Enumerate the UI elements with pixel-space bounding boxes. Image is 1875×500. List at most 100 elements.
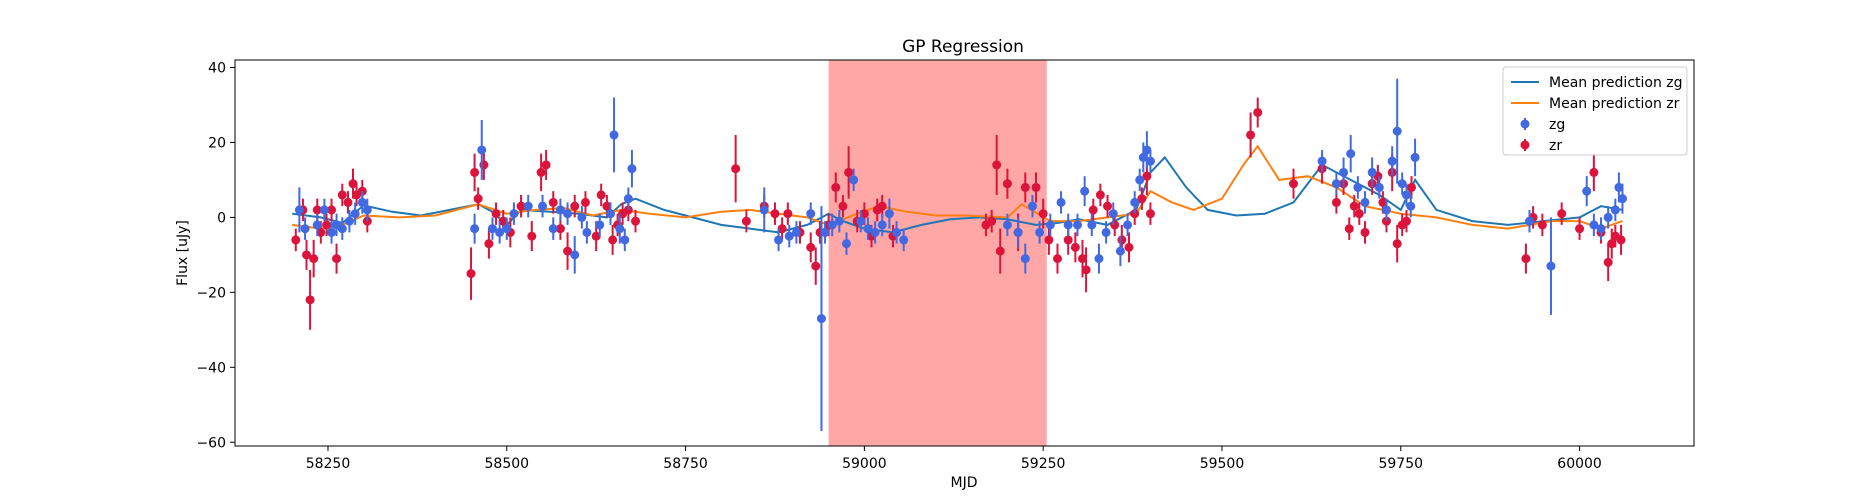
point-zg xyxy=(1080,186,1090,196)
point-zg xyxy=(1130,197,1140,207)
point-zr xyxy=(1246,130,1256,140)
point-zr xyxy=(591,231,601,241)
point-zr xyxy=(1052,254,1062,264)
point-zg xyxy=(849,175,859,185)
point-zg xyxy=(555,205,565,215)
shaded-region xyxy=(828,60,1047,446)
point-zg xyxy=(1145,156,1155,166)
point-zr xyxy=(1145,209,1155,219)
point-zr xyxy=(316,227,326,237)
point-zr xyxy=(555,224,565,234)
x-tick-label: 59000 xyxy=(842,456,887,472)
point-zg xyxy=(605,209,615,219)
point-zr xyxy=(305,295,315,305)
point-zg xyxy=(1360,197,1370,207)
point-zr xyxy=(491,209,501,219)
x-tick-label: 58500 xyxy=(485,456,530,472)
point-zr xyxy=(343,197,353,207)
point-zg xyxy=(1397,179,1407,189)
point-zr xyxy=(312,205,322,215)
point-zr xyxy=(541,160,551,170)
legend-label: zr xyxy=(1549,138,1562,154)
point-zr xyxy=(291,235,301,245)
point-zg xyxy=(856,216,866,226)
y-tick-label: 0 xyxy=(217,210,226,226)
point-zg xyxy=(841,239,851,249)
point-zr xyxy=(332,254,342,264)
point-zg xyxy=(477,145,487,155)
point-zr xyxy=(570,201,580,211)
point-zg xyxy=(877,220,887,230)
point-zg xyxy=(1525,216,1535,226)
point-zg xyxy=(1317,156,1327,166)
point-zg xyxy=(1027,201,1037,211)
x-axis: 58250 58500 58750 59000 59250 59500 59750 60000 xyxy=(306,446,1602,472)
point-zg xyxy=(502,224,512,234)
point-zg xyxy=(806,209,816,219)
point-zr xyxy=(484,239,494,249)
point-zg xyxy=(1339,167,1349,177)
y-axis-label: Flux [uJy] xyxy=(175,220,191,286)
point-zg xyxy=(1381,205,1391,215)
point-zr xyxy=(580,197,590,207)
point-zg xyxy=(1013,227,1023,237)
point-zr xyxy=(327,205,337,215)
point-zg xyxy=(892,227,902,237)
point-zg xyxy=(538,201,548,211)
point-zg xyxy=(1135,175,1145,185)
point-zr xyxy=(602,201,612,211)
point-zg xyxy=(1603,212,1613,222)
point-zg xyxy=(884,209,894,219)
point-zr xyxy=(1537,220,1547,230)
point-zr xyxy=(783,209,793,219)
x-tick-label: 59250 xyxy=(1021,456,1066,472)
point-zr xyxy=(1331,197,1341,207)
point-zg xyxy=(570,250,580,260)
point-zr xyxy=(1360,227,1370,237)
x-tick-label: 58750 xyxy=(663,456,708,472)
point-zg xyxy=(863,224,873,234)
point-zr xyxy=(1095,190,1105,200)
point-zr xyxy=(731,164,741,174)
point-zr xyxy=(1070,242,1080,252)
point-zg xyxy=(1002,220,1012,230)
point-zg xyxy=(1374,182,1384,192)
point-zr xyxy=(1288,179,1298,189)
legend-label: Mean prediction zg xyxy=(1549,75,1683,91)
point-zg xyxy=(820,227,830,237)
point-zr xyxy=(859,209,869,219)
point-zr xyxy=(1137,194,1147,204)
point-zg xyxy=(509,209,519,219)
point-zr xyxy=(348,179,358,189)
point-zg xyxy=(1589,220,1599,230)
legend-label: zg xyxy=(1549,117,1565,133)
point-zg xyxy=(609,130,619,140)
point-zg xyxy=(344,216,354,226)
point-zr xyxy=(527,231,537,241)
point-zg xyxy=(548,224,558,234)
point-zg xyxy=(312,220,322,230)
point-zr xyxy=(1401,216,1411,226)
point-zr xyxy=(516,201,526,211)
point-zr xyxy=(992,160,1002,170)
point-zg xyxy=(759,205,769,215)
point-zg xyxy=(834,216,844,226)
point-zg xyxy=(620,235,630,245)
point-zr xyxy=(608,235,618,245)
point-zg xyxy=(1056,197,1066,207)
point-zg xyxy=(1410,152,1420,162)
x-axis-label: MJD xyxy=(951,475,978,491)
point-zg xyxy=(827,220,837,230)
point-zr xyxy=(596,190,606,200)
point-zr xyxy=(831,182,841,192)
point-zr xyxy=(1063,235,1073,245)
point-zr xyxy=(987,216,997,226)
point-zr xyxy=(1088,205,1098,215)
point-zg xyxy=(1596,224,1606,234)
point-zg xyxy=(899,235,909,245)
point-zg xyxy=(1617,194,1627,204)
point-zr xyxy=(806,242,816,252)
point-zr xyxy=(995,246,1005,256)
point-zg xyxy=(1142,145,1152,155)
legend-swatch xyxy=(1520,119,1530,129)
